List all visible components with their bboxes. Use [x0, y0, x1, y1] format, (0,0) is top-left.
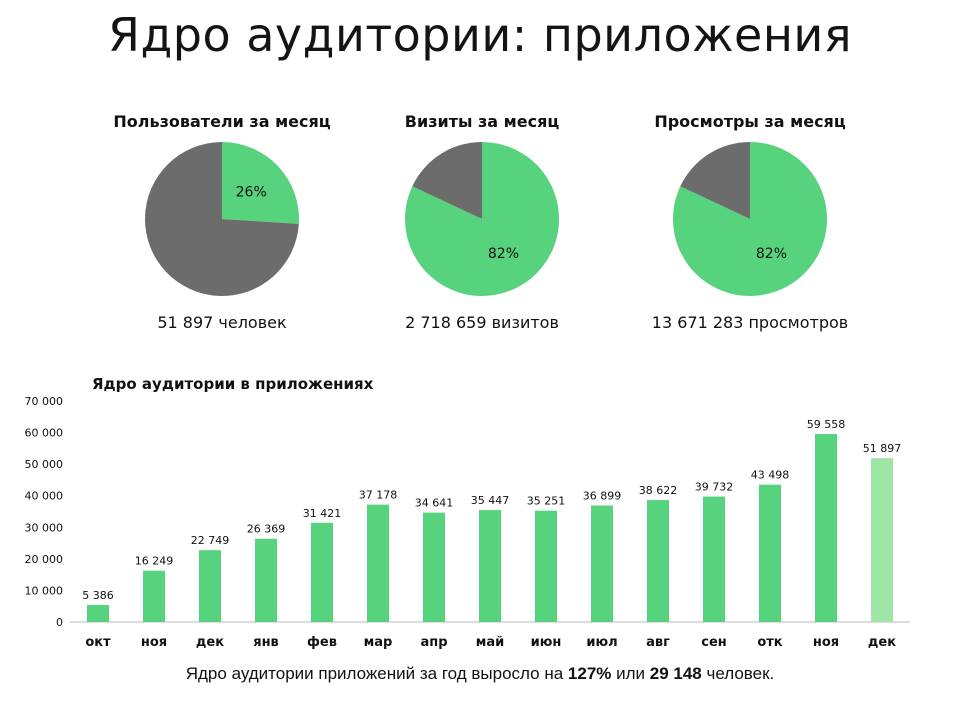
bar	[255, 538, 277, 622]
bar-value-label: 51 897	[863, 442, 902, 455]
pie-visits-caption: 2 718 659 визитов	[405, 313, 559, 332]
bar-value-label: 34 641	[415, 497, 454, 510]
bar-value-label: 26 369	[247, 523, 286, 536]
y-tick-label: 60 000	[25, 427, 64, 440]
y-tick-label: 10 000	[25, 584, 64, 597]
summary-text-before: Ядро аудитории приложений за год выросло…	[185, 664, 568, 683]
pie-slice	[222, 142, 299, 224]
x-tick-label: фев	[307, 635, 337, 650]
bar-chart-title: Ядро аудитории в приложениях	[92, 375, 374, 393]
pie-views-block: Просмотры за месяц 82% 13 671 283 просмо…	[600, 112, 900, 332]
bar	[647, 500, 669, 622]
bar	[591, 505, 613, 622]
pie-slice	[680, 142, 750, 219]
summary-text: Ядро аудитории приложений за год выросло…	[0, 664, 960, 684]
x-tick-label: ноя	[141, 635, 167, 650]
bar-value-label: 43 498	[751, 469, 790, 482]
page-title: Ядро аудитории: приложения	[108, 8, 852, 62]
x-tick-label: ноя	[813, 635, 839, 650]
bar-value-label: 5 386	[82, 589, 114, 602]
bar-value-label: 31 421	[303, 507, 342, 520]
bar	[703, 496, 725, 622]
bar-value-label: 35 447	[471, 494, 510, 507]
summary-text-after: человек.	[701, 664, 775, 683]
y-tick-label: 40 000	[25, 490, 64, 503]
bar	[311, 522, 333, 622]
y-tick-label: 50 000	[25, 458, 64, 471]
x-tick-label: май	[476, 635, 505, 650]
pie-slice	[412, 142, 482, 219]
bar-value-label: 16 249	[135, 555, 174, 568]
y-tick-label: 30 000	[25, 521, 64, 534]
bar-value-label: 39 732	[695, 481, 734, 494]
pie-views-chart: 82%	[673, 142, 827, 296]
bar-value-label: 36 899	[583, 490, 622, 503]
summary-growth-people: 29 148	[649, 664, 702, 683]
bar	[759, 484, 781, 622]
bar	[367, 504, 389, 622]
x-tick-label: отк	[757, 635, 782, 650]
bar	[815, 433, 837, 622]
bar-value-label: 37 178	[359, 489, 398, 502]
pie-visits-chart: 82%	[405, 142, 559, 296]
summary-text-middle: или	[611, 664, 650, 683]
x-tick-label: июн	[531, 635, 562, 650]
pie-slice-label: 82%	[756, 246, 787, 262]
x-tick-label: янв	[253, 635, 279, 650]
pie-users-title: Пользователи за месяц	[113, 112, 331, 131]
pie-visits-block: Визиты за месяц 82% 2 718 659 визитов	[332, 112, 632, 332]
y-tick-label: 70 000	[25, 395, 64, 408]
x-tick-label: апр	[420, 635, 447, 650]
bar-value-label: 35 251	[527, 495, 566, 508]
pie-slice-label: 82%	[488, 246, 519, 262]
bar	[871, 458, 893, 622]
pie-slice	[144, 142, 299, 296]
bar	[479, 510, 501, 622]
y-tick-label: 20 000	[25, 553, 64, 566]
x-tick-label: дек	[868, 635, 896, 650]
pie-users-chart: 26%	[144, 142, 299, 296]
bar-value-label: 22 749	[191, 534, 230, 547]
y-tick-label: 0	[56, 616, 63, 629]
summary-growth-percent: 127%	[567, 664, 612, 683]
x-tick-label: сен	[701, 635, 727, 650]
pie-views-caption: 13 671 283 просмотров	[651, 313, 849, 332]
x-tick-label: дек	[196, 635, 224, 650]
bar	[143, 570, 165, 622]
bar	[535, 510, 557, 622]
bar-value-label: 38 622	[639, 484, 678, 497]
bar-chart-area: Ядро аудитории в приложениях 0 10 000 20 0…	[0, 365, 960, 665]
x-tick-label: июл	[586, 635, 617, 650]
bar	[199, 550, 221, 622]
bar	[423, 512, 445, 622]
pie-users-caption: 51 897 человек	[157, 313, 287, 332]
x-tick-label: мар	[364, 635, 393, 650]
x-tick-label: окт	[85, 635, 111, 650]
bar	[87, 604, 109, 622]
pie-users-block: Пользователи за месяц 26% 51 897 человек	[72, 112, 372, 332]
x-tick-label: авг	[646, 635, 670, 650]
pie-slice-label: 26%	[236, 185, 267, 201]
pie-visits-title: Визиты за месяц	[404, 112, 560, 131]
pie-views-title: Просмотры за месяц	[654, 112, 846, 131]
bar-value-label: 59 558	[807, 418, 846, 431]
bar-chart: Ядро аудитории в приложениях 0 10 000 20 0…	[25, 375, 910, 650]
